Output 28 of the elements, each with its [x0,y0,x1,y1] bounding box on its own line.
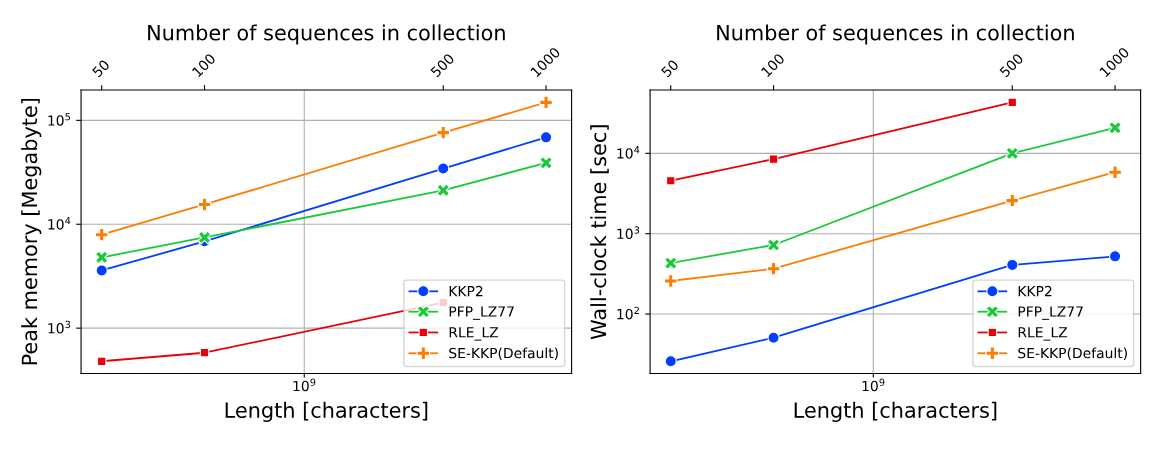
x2-axis-title: Length [characters] [794,401,997,423]
legend-label: KKP2 [449,285,483,297]
text: 10$^{9}$ [293,378,316,392]
y-axis-title: Peak memory [Megabyte] [21,98,42,365]
y-tick-label: 10$^{5}$ [48,113,71,126]
y-axis-title: Wall-clock time [sec] [590,125,609,340]
legend-label: SE-KKP(Default) [1018,347,1127,360]
y-tick-label: 10$^{3}$ [48,320,71,334]
x-tick-label: 100 [191,52,217,78]
x-axis-title: Number of sequences in collection [148,24,505,45]
legend-label: PFP_LZ77 [1018,306,1083,320]
x-axis-title: Number of sequences in collection [717,24,1074,45]
y-tick-label: 10$^{2}$ [617,306,639,320]
legend-label: SE-KKP(Default) [449,347,558,360]
x2-axis-title: Length [characters] [225,401,428,423]
x-tick-label: 500 [430,52,455,78]
y-tick-label: 10$^{4}$ [48,217,71,230]
text: 10$^{9}$ [862,378,885,392]
x-tick-label: 100 [760,52,786,78]
y-tick-label: 10$^{4}$ [617,146,640,159]
y-tick-label: 10$^{3}$ [617,226,640,240]
legend-label: KKP2 [1018,285,1052,297]
legend-label: PFP_LZ77 [449,306,514,320]
legend-label: RLE_LZ [449,327,499,341]
x-tick-label: 500 [999,52,1024,78]
legend-label: RLE_LZ [1018,327,1068,341]
x-tick-label: 50 [91,59,111,78]
x-tick-label: 50 [660,59,680,78]
